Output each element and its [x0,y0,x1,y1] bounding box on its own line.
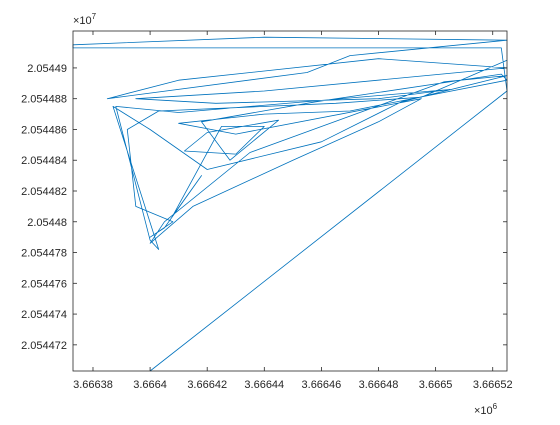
x-tick-label-2: 3.6664 [133,379,167,391]
ticks-layer: 3.66638 3.6664 3.66642 3.66644 3.66646 3.6664… [21,31,513,391]
x-tick-label-5: 3.66646 [302,379,342,391]
x-tick-label-1: 3.66638 [73,379,113,391]
x-tick-label-4: 3.66644 [244,379,284,391]
plot-area-background [73,31,507,371]
x-tick-label-6: 3.66648 [359,379,399,391]
axes-box [72,30,508,372]
y-tick-label-7: 2.054484 [21,155,67,167]
y-tick-label-4: 2.054478 [21,248,67,260]
x-exponent-label: ×106 [474,402,498,417]
y-tick-label-2: 2.054474 [21,309,67,321]
series-line-1 [72,36,508,372]
y-exponent-label: ×107 [73,12,97,27]
x-tick-label-8: 3.66652 [473,379,513,391]
y-tick-label-10: 2.05449 [27,63,67,75]
y-tick-label-1: 2.054472 [21,340,67,352]
x-tick-label-7: 3.6665 [419,379,453,391]
y-tick-label-8: 2.054486 [21,124,67,136]
y-tick-label-9: 2.054488 [21,94,67,106]
series-layer [72,36,508,372]
x-tick-label-3: 3.66642 [187,379,227,391]
y-tick-label-5: 2.05448 [27,217,67,229]
y-tick-label-6: 2.054482 [21,186,67,198]
y-tick-label-3: 2.054476 [21,278,67,290]
